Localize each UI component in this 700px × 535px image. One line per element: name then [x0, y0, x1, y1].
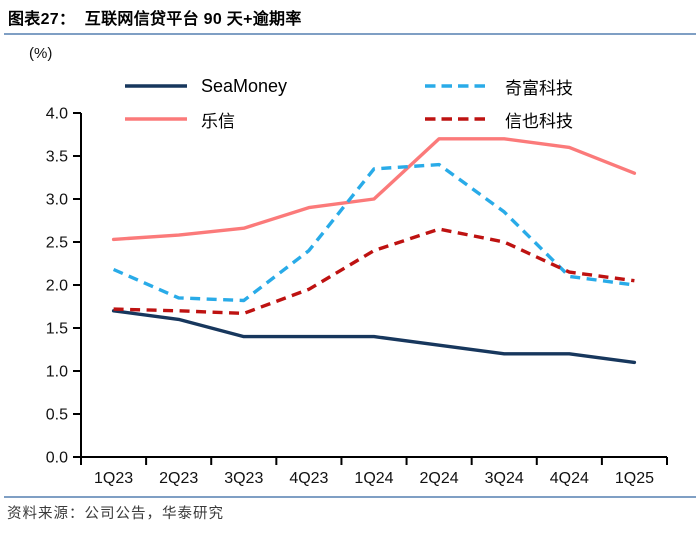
- y-tick-label: 1.0: [46, 364, 68, 381]
- y-tick-label: 0.0: [46, 450, 68, 467]
- legend-item-qifu: 奇富科技: [424, 74, 573, 99]
- y-tick-label: 1.5: [46, 321, 68, 338]
- x-tick-label: 4Q24: [550, 470, 589, 487]
- series-line-SeaMoney: [111, 309, 637, 365]
- series-line-信也科技: [113, 227, 635, 316]
- y-tick-label: 3.0: [46, 192, 68, 209]
- legend-line-swatch: [425, 117, 491, 121]
- legend-label: 信也科技: [505, 111, 573, 131]
- legend-label: 奇富科技: [505, 78, 573, 98]
- y-tick-label: 4.0: [46, 106, 68, 123]
- legend-line-swatch: [125, 84, 187, 88]
- x-tick-label: 1Q24: [354, 470, 393, 487]
- y-tick-label: 2.5: [46, 235, 68, 252]
- legend-item-finvolution: 信也科技: [424, 107, 573, 132]
- legend-item-seamoney: SeaMoney: [124, 76, 424, 97]
- y-tick-label: 2.0: [46, 278, 68, 295]
- legend-line-swatch: [125, 117, 187, 121]
- legend-label: SeaMoney: [201, 75, 288, 96]
- x-tick-label: 1Q25: [615, 470, 654, 487]
- legend-label: 乐信: [201, 111, 235, 131]
- x-tick-label: 3Q24: [485, 470, 524, 487]
- legend-line-swatch: [425, 84, 491, 88]
- footer-divider: [4, 496, 696, 498]
- source-note: 资料来源：公司公告，华泰研究: [7, 506, 224, 522]
- series-line-奇富科技: [112, 162, 635, 303]
- y-tick-label: 3.5: [46, 149, 68, 166]
- page-title: 图表27： 互联网信贷平台 90 天+逾期率: [8, 11, 302, 28]
- axis-lines: [80, 113, 667, 458]
- y-tick-label: 0.5: [46, 407, 68, 424]
- x-tick-label: 2Q23: [159, 470, 198, 487]
- header-divider: [4, 33, 696, 35]
- x-tick-label: 1Q23: [94, 470, 133, 487]
- x-tick-label: 3Q23: [224, 470, 263, 487]
- chart-legend: SeaMoney 奇富科技 乐信 信也科技: [124, 74, 573, 132]
- series-line-乐信: [111, 137, 637, 242]
- legend-item-lexin: 乐信: [124, 107, 424, 132]
- y-axis-unit-label: (%): [29, 45, 53, 62]
- x-tick-label: 4Q23: [289, 470, 328, 487]
- x-tick-label: 2Q24: [420, 470, 459, 487]
